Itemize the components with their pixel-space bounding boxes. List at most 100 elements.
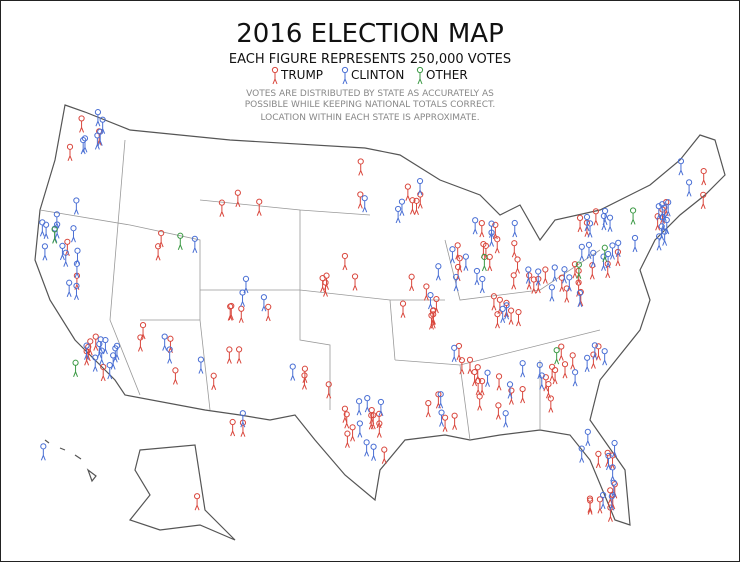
figure-body xyxy=(576,267,582,279)
figure-body xyxy=(586,247,592,260)
figure-head xyxy=(158,230,165,237)
figure xyxy=(301,365,309,383)
figure-body xyxy=(66,285,72,297)
figure-body xyxy=(324,278,330,290)
figure-body xyxy=(600,497,606,510)
figure xyxy=(655,233,663,251)
figure xyxy=(80,136,87,155)
figure-body xyxy=(562,366,568,379)
figure xyxy=(530,276,537,294)
figure-body xyxy=(378,404,384,417)
figure-body xyxy=(595,456,601,469)
figure-body xyxy=(162,339,168,351)
figure-body xyxy=(110,358,116,370)
figure-body xyxy=(240,425,246,437)
figure-head xyxy=(665,199,672,206)
figure-body xyxy=(558,349,564,361)
figure xyxy=(155,243,162,261)
figure xyxy=(357,191,364,209)
figure-body xyxy=(678,163,684,176)
figure-body xyxy=(491,298,497,311)
figure-body xyxy=(579,451,585,463)
figure xyxy=(83,342,90,360)
figure-body xyxy=(479,383,485,396)
figure-body xyxy=(425,405,431,418)
figure-body xyxy=(236,352,242,364)
figure-head xyxy=(155,243,162,250)
figure xyxy=(576,289,584,308)
figure xyxy=(592,208,599,226)
figure-body xyxy=(602,353,608,366)
figure xyxy=(99,116,106,134)
figure-body xyxy=(605,256,611,269)
figure xyxy=(218,199,225,217)
figure-head xyxy=(404,183,411,190)
figure-body xyxy=(515,262,520,274)
figure-body xyxy=(566,279,572,292)
figure xyxy=(260,294,268,312)
figure xyxy=(433,295,440,314)
figure xyxy=(40,443,47,461)
figure-body xyxy=(479,225,485,238)
figure-body xyxy=(552,372,558,385)
figure-body xyxy=(661,210,667,222)
figure xyxy=(495,402,502,420)
figure-body xyxy=(539,378,545,390)
figure xyxy=(572,369,579,387)
figure-body xyxy=(342,72,348,85)
figure-body xyxy=(549,289,555,302)
figure-body xyxy=(602,250,608,262)
figure xyxy=(478,220,485,238)
figure xyxy=(631,234,639,253)
figure xyxy=(551,264,558,282)
figure-body xyxy=(192,241,198,253)
figure-body xyxy=(481,259,487,272)
figure xyxy=(234,189,241,207)
figure xyxy=(563,285,570,303)
figure-body xyxy=(342,258,348,271)
figure-body xyxy=(73,203,79,215)
figure xyxy=(364,395,371,413)
figure xyxy=(381,446,388,464)
figure-head xyxy=(177,232,184,239)
figure-body xyxy=(615,245,621,258)
figure xyxy=(210,372,217,390)
figure-body xyxy=(409,279,415,291)
figure-body xyxy=(92,360,98,372)
figure xyxy=(172,367,179,385)
figure-body xyxy=(405,189,411,201)
figure xyxy=(191,235,198,253)
figure-body xyxy=(585,434,591,447)
figure-head xyxy=(592,208,599,215)
figure xyxy=(600,491,607,510)
figure xyxy=(102,336,109,355)
figure-body xyxy=(559,280,565,292)
figure-head xyxy=(70,225,77,232)
figure-body xyxy=(612,445,618,458)
figure xyxy=(488,220,495,238)
figure-body xyxy=(597,501,603,514)
figure-body xyxy=(592,347,598,360)
figure xyxy=(471,368,478,387)
figure xyxy=(94,109,102,127)
figure xyxy=(161,333,168,351)
figure-body xyxy=(474,273,480,286)
figure-head xyxy=(601,244,608,251)
figure-body xyxy=(475,383,481,396)
figure-body xyxy=(463,259,469,271)
figure-body xyxy=(570,357,576,370)
figure xyxy=(238,305,245,323)
figure xyxy=(236,346,243,364)
figure-body xyxy=(489,226,495,238)
figure-body xyxy=(414,203,419,216)
figure xyxy=(561,266,568,284)
figure xyxy=(458,357,465,375)
figure xyxy=(677,158,685,176)
figure xyxy=(177,232,184,250)
figure-body xyxy=(376,426,382,438)
figures xyxy=(39,109,707,522)
figure xyxy=(611,439,618,458)
figure-body xyxy=(503,415,509,428)
figure xyxy=(591,342,598,360)
